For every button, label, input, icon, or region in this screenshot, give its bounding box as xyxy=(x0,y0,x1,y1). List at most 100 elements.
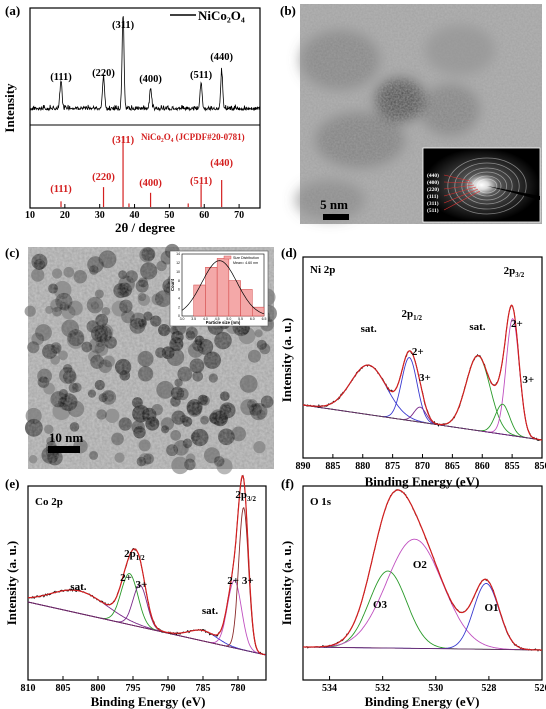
panel-f-title: O 1s xyxy=(310,496,332,508)
saed-labels: (440)(400)(220)(111)(311)(511) xyxy=(427,172,481,214)
inset-legend-2: Mean= 4.60 nm xyxy=(233,261,258,265)
o1s-spectrum xyxy=(302,489,543,652)
panel-f-frame xyxy=(302,485,543,681)
x-tick-label: 530 xyxy=(428,683,443,694)
x-tick-label: 60 xyxy=(199,210,209,221)
peak-label: (311) xyxy=(112,20,135,31)
ni2p-label: 3+ xyxy=(419,372,431,384)
panel-a-letter: (a) xyxy=(5,3,20,18)
saed-label: (311) xyxy=(427,200,439,207)
panel-d-letter: (d) xyxy=(281,245,297,260)
reference-peak-label: (511) xyxy=(190,176,213,187)
saed-label: (111) xyxy=(427,193,438,200)
o1s-label: O3 xyxy=(373,599,388,611)
size-distribution-inset: Size Distribution Mean= 4.60 nm 3.0 3.5 4.… xyxy=(169,250,269,327)
saed-label: (440) xyxy=(427,172,439,179)
ni2p-spectrum xyxy=(302,304,543,441)
saed-pointer xyxy=(443,181,473,184)
panel-a-ylabel: Intensity xyxy=(2,83,17,133)
xrd-trace-line xyxy=(29,16,261,112)
x-tick-label: 865 xyxy=(445,461,460,472)
inset-x-tick: 3.0 xyxy=(180,317,185,321)
inset-legend-swatch xyxy=(223,255,232,260)
xrd-reference-bars xyxy=(60,136,223,207)
panel-f-o1s: (f) O 1s O3 O2 O1 534 532 530 528 526 Intensit… xyxy=(279,476,546,709)
fit-component xyxy=(303,570,542,651)
panel-f-ylabel: Intensity (a. u.) xyxy=(279,541,294,626)
histogram-fit-curve xyxy=(181,260,265,315)
o1s-label: O2 xyxy=(413,559,428,571)
histogram-bar xyxy=(216,258,230,317)
histogram-bar xyxy=(240,289,253,317)
panel-e-frame xyxy=(27,485,267,681)
panel-e-ylabel: Intensity (a. u.) xyxy=(4,541,19,626)
panel-e-xlabel: Binding Energy (eV) xyxy=(91,694,206,709)
peak-label: (220) xyxy=(92,68,115,79)
diffraction-ring xyxy=(476,178,498,194)
inset-ylabel: Count xyxy=(170,278,175,291)
co2p-label: 2p1/2 xyxy=(124,548,145,562)
co2p-peak-labels: sat.2p1/22+3+sat.2p3/22+ 3+ xyxy=(70,489,256,617)
x-tick-label: 870 xyxy=(415,461,430,472)
x-tick-label: 855 xyxy=(505,461,520,472)
reference-peak-label: (220) xyxy=(92,172,115,183)
background-line xyxy=(302,646,543,651)
inset-y-tick: 0 xyxy=(178,314,180,318)
x-tick-label: 20 xyxy=(60,210,70,221)
inset-x-tick: 3.5 xyxy=(191,317,196,321)
peak-label: (511) xyxy=(190,70,213,81)
background-line xyxy=(27,601,267,656)
x-tick-label: 70 xyxy=(234,210,244,221)
histogram-bar xyxy=(193,284,206,317)
panel-a-xlabel: 2θ / degree xyxy=(115,220,175,235)
co2p-label: 2+ xyxy=(120,572,132,584)
ni2p-label: 3+ xyxy=(522,374,534,386)
co2p-label: 3+ xyxy=(136,579,148,591)
diffraction-ring xyxy=(454,162,520,210)
panel-d-xlabel: Binding Energy (eV) xyxy=(365,474,480,489)
reference-card-label: NiCo₂O₄ (JCPDF#20-0781) xyxy=(141,132,245,142)
ni2p-label: sat. xyxy=(361,323,377,335)
scale-bar-c xyxy=(48,446,80,453)
x-tick-label: 885 xyxy=(325,461,340,472)
ni2p-label: 2+ xyxy=(511,318,523,330)
x-tick-label: 10 xyxy=(25,210,35,221)
o1s-label: O1 xyxy=(485,602,499,614)
fit-envelope xyxy=(302,304,543,441)
inset-y-tick: 6 xyxy=(178,288,180,292)
inset-x-tick: 6.5 xyxy=(262,317,267,321)
panel-e-letter: (e) xyxy=(5,476,19,491)
panel-b-hrtem: (b) 5 nm (440)(400)(220)(111)(311)(511) xyxy=(280,3,542,224)
peak-label: (440) xyxy=(210,52,233,63)
panel-a-x-ticks: 10 20 30 40 50 60 70 xyxy=(25,204,244,221)
diffraction-ring xyxy=(461,167,513,205)
xrd-measured-trace xyxy=(29,16,261,112)
fit-envelope xyxy=(303,489,542,651)
peak-labels-reference: (111) (220) (311) (400) (511) (440) xyxy=(50,135,233,195)
inset-ticks: 3.0 3.5 4.0 4.5 5.0 5.5 6.0 6.5 0 2 4 6 8 10 12 14 xyxy=(176,252,266,321)
panel-f-x-ticks: 534 532 530 528 526 xyxy=(322,676,546,694)
panel-c-tem: (c) 10 nm Size Distribution Mean= 4.60 n… xyxy=(5,243,277,475)
ni2p-label: sat. xyxy=(469,321,485,333)
o1s-peak-labels: O3 O2 O1 xyxy=(373,559,499,614)
saed-inset xyxy=(422,147,541,223)
panel-e-x-ticks: 810 805 800 795 790 785 780 xyxy=(21,676,246,694)
panel-e-title: Co 2p xyxy=(35,496,63,508)
reference-peak-label: (400) xyxy=(139,178,162,189)
panel-d-title: Ni 2p xyxy=(310,264,335,276)
fit-component xyxy=(303,583,542,651)
panel-a-xrd: (a) NiCo₂O₄ NiCo₂O₄ (JCPDF#20-0781) (111… xyxy=(2,3,261,235)
reference-peak-label: (311) xyxy=(112,135,135,146)
inset-y-tick: 2 xyxy=(178,305,180,309)
x-tick-label: 810 xyxy=(21,683,36,694)
inset-x-tick: 6.0 xyxy=(250,317,255,321)
panel-d-ni2p: (d) Ni 2p sat. 2p1/2 2+ 3+ sat. 2p3/2 2+ 3+ 890… xyxy=(279,245,546,489)
panel-d-ylabel: Intensity (a. u.) xyxy=(279,318,294,403)
histogram-bar xyxy=(205,267,218,317)
panel-b-letter: (b) xyxy=(280,3,296,18)
fit-component xyxy=(302,357,543,441)
inset-x-tick: 5.5 xyxy=(238,317,243,321)
x-tick-label: 800 xyxy=(91,683,106,694)
legend-label: NiCo₂O₄ xyxy=(198,8,245,23)
